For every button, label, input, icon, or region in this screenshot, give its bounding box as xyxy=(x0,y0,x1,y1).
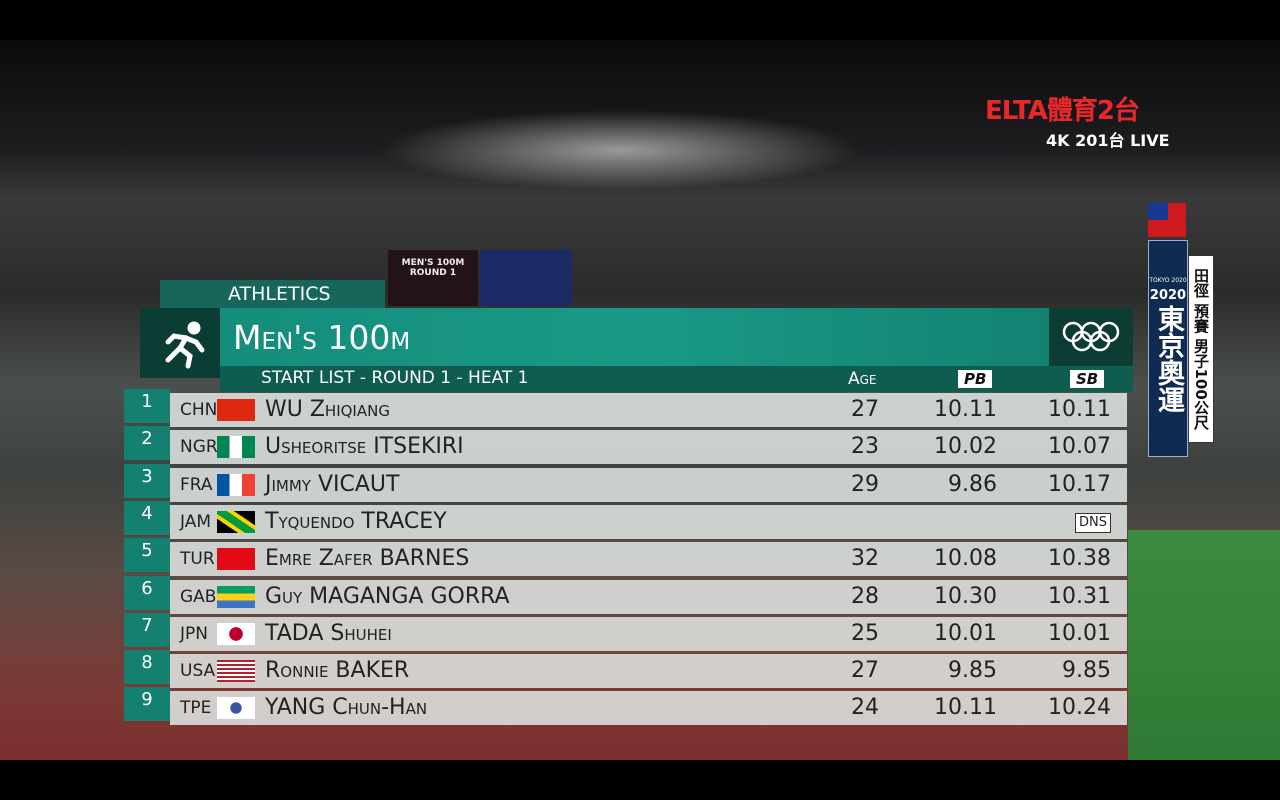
row-background xyxy=(170,691,1127,726)
lane-number: 2 xyxy=(124,426,170,461)
athlete-name: Guy MAGANGA GORRA xyxy=(265,583,510,609)
age: 28 xyxy=(851,583,879,609)
athlete-name: Jimmy VICAUT xyxy=(265,471,400,497)
flag xyxy=(217,548,255,571)
season-best: 10.07 xyxy=(1048,434,1111,460)
country-code: JPN xyxy=(180,623,208,644)
field xyxy=(1128,530,1280,760)
country-code: TUR xyxy=(180,549,215,570)
age: 24 xyxy=(851,695,879,721)
lane-number: 4 xyxy=(124,500,170,535)
age: 27 xyxy=(851,397,879,422)
athlete-name: Emre Zafer BARNES xyxy=(265,546,470,572)
personal-best: 10.02 xyxy=(934,434,997,460)
row-background xyxy=(170,467,1127,502)
season-best: 10.38 xyxy=(1048,546,1111,572)
broadcaster-logo: ELTA體育2台 xyxy=(985,96,1140,126)
athlete-name: Ronnie BAKER xyxy=(265,658,410,684)
flag xyxy=(217,473,255,496)
flag xyxy=(217,436,255,459)
season-best: 10.24 xyxy=(1048,695,1111,721)
event: 東京奧運 xyxy=(1153,305,1184,413)
age: 25 xyxy=(851,620,879,646)
flag xyxy=(217,622,255,645)
season-best: 10.17 xyxy=(1048,471,1111,497)
lane-number: 5 xyxy=(124,538,170,573)
event-title: Men's 100m xyxy=(233,318,411,357)
stadium-scoreboard: MEN'S 100M ROUND 1 xyxy=(388,250,478,306)
column-header: Age xyxy=(848,369,877,389)
year: 2020 xyxy=(1149,288,1187,303)
age: 23 xyxy=(851,434,879,460)
row-background xyxy=(170,393,1127,427)
country-code: TPE xyxy=(180,698,212,719)
age: 29 xyxy=(851,471,879,497)
flag xyxy=(217,399,255,421)
lane-number: 9 xyxy=(124,687,170,722)
flag xyxy=(217,697,255,720)
country-code: FRA xyxy=(180,474,213,495)
channel-label: 4K 201台 LIVE xyxy=(1046,131,1170,150)
athlete-name: WU Zhiqiang xyxy=(265,397,390,422)
flag xyxy=(1148,203,1186,237)
age: 27 xyxy=(851,658,879,684)
lane-number: 7 xyxy=(124,612,170,647)
runner-icon xyxy=(165,321,205,369)
sport-icon xyxy=(140,308,220,378)
title-bar xyxy=(140,308,1133,366)
country-code: USA xyxy=(180,661,216,682)
flag xyxy=(217,510,255,533)
sport-tab: ATHLETICS xyxy=(160,280,385,308)
season-best: DNS xyxy=(1075,512,1111,533)
flag xyxy=(217,660,255,683)
personal-best: 10.30 xyxy=(934,583,997,609)
lane-number: 3 xyxy=(124,463,170,498)
athlete-name: Usheoritse ITSEKIRI xyxy=(265,434,464,460)
emblem: TOKYO 2020 xyxy=(1149,277,1187,284)
row-background xyxy=(170,430,1127,465)
rings-icon xyxy=(1062,321,1120,352)
athlete-name: YANG Chun-Han xyxy=(265,695,428,721)
season-best: 10.11 xyxy=(1048,397,1111,422)
lane-number: 6 xyxy=(124,575,170,610)
country-code: JAM xyxy=(180,511,212,532)
athlete-name: TADA Shuhei xyxy=(265,620,392,646)
row-background xyxy=(170,616,1127,651)
flag xyxy=(217,585,255,608)
season-best: 10.01 xyxy=(1048,620,1111,646)
column-header: PB xyxy=(958,370,993,388)
athlete-name: Tyquendo TRACEY xyxy=(265,508,447,534)
personal-best: 9.85 xyxy=(948,658,997,684)
row-background xyxy=(170,542,1127,577)
row-background xyxy=(170,504,1127,539)
column-header: SB xyxy=(1070,370,1105,388)
season-best: 9.85 xyxy=(1062,658,1111,684)
country-code: NGR xyxy=(180,437,218,458)
lane-number: 8 xyxy=(124,650,170,685)
stadium-screen xyxy=(480,250,572,306)
row-background xyxy=(170,654,1127,689)
side-banner: TOKYO 2020 2020 東京奧運 xyxy=(1148,240,1188,457)
personal-best: 9.86 xyxy=(948,471,997,497)
country-code: CHN xyxy=(180,400,218,420)
country-code: GAB xyxy=(180,586,217,607)
personal-best: 10.01 xyxy=(934,620,997,646)
event-detail: 田徑 預賽 男子100公尺 xyxy=(1188,255,1214,443)
personal-best: 10.08 xyxy=(934,546,997,572)
subtitle: START LIST - ROUND 1 - HEAT 1 xyxy=(261,368,529,388)
age: 32 xyxy=(851,546,879,572)
row-background xyxy=(170,579,1127,614)
personal-best: 10.11 xyxy=(934,397,997,422)
season-best: 10.31 xyxy=(1048,583,1111,609)
lane-number: 1 xyxy=(124,389,170,423)
personal-best: 10.11 xyxy=(934,695,997,721)
olympic-rings xyxy=(1049,308,1133,366)
stadium-lights xyxy=(380,110,860,190)
